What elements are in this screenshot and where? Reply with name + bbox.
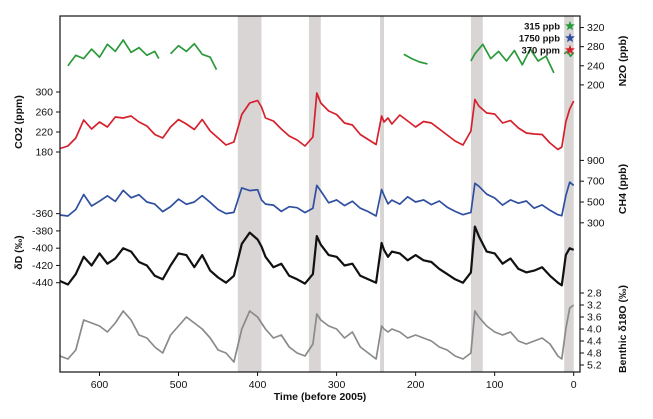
interglacial-bands [237, 16, 574, 372]
ytick-label-ch4-2: 700 [587, 176, 605, 188]
axis-label-dD: δD (‰) [13, 235, 25, 269]
x-axis: 600 500 400 300 200 100 0 Time (before 2005) [91, 372, 577, 403]
ytick-label-d18o-2: 3.6 [587, 312, 602, 324]
axis-label-n2o: N2O (ppb) [617, 36, 629, 87]
x-tick-label-300: 300 [328, 379, 346, 391]
x-tick-label-100: 100 [486, 379, 504, 391]
ytick-label-co2-0: 180 [35, 147, 53, 159]
ytick-label-ch4-3: 900 [587, 155, 605, 167]
series-n2o-line-0 [67, 39, 160, 67]
ytick-label-d18o-6: 5.2 [587, 360, 602, 372]
ytick-label-n2o-3: 320 [587, 22, 605, 34]
ytick-label-d18o-5: 4.8 [587, 348, 602, 360]
ytick-label-d18o-0: 2.8 [587, 288, 602, 300]
x-tick-label-500: 500 [170, 379, 188, 391]
legend-label-0: 315 ppb [524, 22, 560, 33]
ytick-label-dD-1: -420 [32, 260, 53, 272]
y-axes: 180 220 260 300 CO2 (ppm) -440 -420 -400 -380 -36… [13, 22, 629, 373]
x-axis-label: Time (before 2005) [274, 391, 367, 403]
ytick-label-dD-3: -380 [32, 225, 53, 237]
series-co2-line [59, 92, 575, 151]
ytick-label-n2o-2: 280 [587, 41, 605, 53]
series-n2o-line-4 [563, 50, 575, 58]
legend-label-2: 370 ppm [521, 46, 560, 57]
x-tick-label-200: 200 [407, 379, 425, 391]
series-layer [59, 39, 575, 363]
series-n2o-line-1 [169, 42, 218, 70]
ytick-label-n2o-0: 200 [587, 79, 605, 91]
plot-frame [59, 15, 581, 373]
ytick-label-ch4-0: 300 [587, 217, 605, 229]
x-tick-label-0: 0 [571, 379, 577, 391]
legend-star-icon-2 [565, 44, 575, 55]
series-d18o-line [59, 304, 575, 363]
ytick-label-ch4-1: 500 [587, 197, 605, 209]
ytick-label-d18o-1: 3.2 [587, 300, 602, 312]
legend-star-icon-0 [565, 20, 575, 31]
series-dD-line [59, 225, 575, 287]
ytick-label-dD-4: -360 [32, 208, 53, 220]
ytick-label-n2o-1: 240 [587, 60, 605, 72]
ytick-label-co2-2: 260 [35, 107, 53, 119]
axis-label-co2: CO2 (ppm) [13, 95, 25, 149]
interglacial-band-2 [380, 16, 385, 372]
axis-label-ch4: CH4 (ppb) [617, 164, 629, 214]
ytick-label-co2-1: 220 [35, 127, 53, 139]
interglacial-band-4 [564, 16, 574, 372]
axis-label-d18o: Benthic δ18O (‰) [617, 285, 629, 373]
ytick-label-d18o-4: 4.4 [587, 336, 602, 348]
series-n2o-line-3 [470, 43, 555, 74]
ytick-label-dD-2: -400 [32, 243, 53, 255]
series-n2o-line-2 [403, 53, 428, 65]
ytick-label-co2-3: 300 [35, 87, 53, 99]
interglacial-band-0 [237, 16, 262, 372]
ytick-label-d18o-3: 4.0 [587, 324, 602, 336]
x-tick-label-400: 400 [249, 379, 267, 391]
interglacial-band-3 [470, 16, 483, 372]
x-tick-label-600: 600 [91, 379, 109, 391]
legend-star-icon-1 [565, 32, 575, 43]
series-ch4-line [59, 181, 575, 217]
ytick-label-dD-0: -440 [32, 277, 53, 289]
legend-label-1: 1750 ppb [519, 34, 560, 45]
